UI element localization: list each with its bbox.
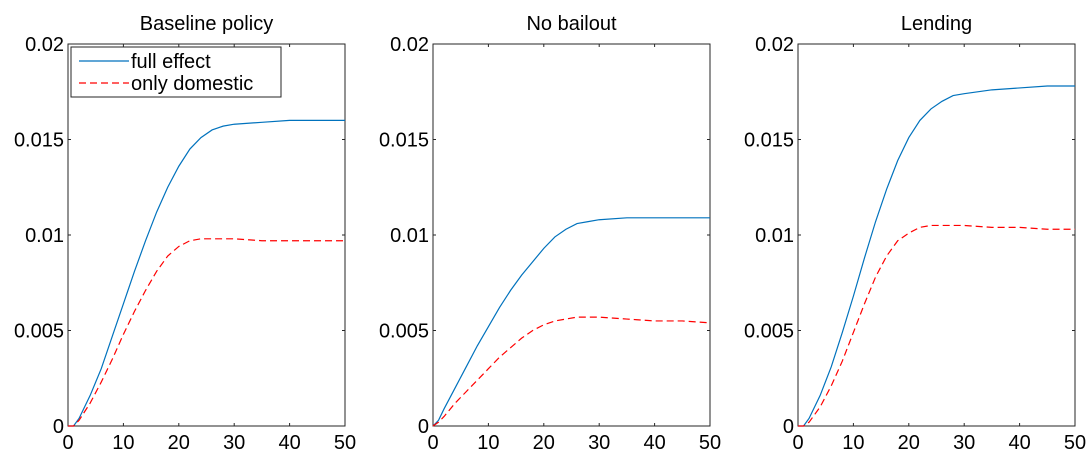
- x-tick-label: 50: [334, 432, 356, 454]
- y-tick-label: 0.01: [390, 225, 429, 247]
- x-tick-label: 20: [533, 432, 555, 454]
- plot-frame: [432, 43, 711, 427]
- y-tick-label: 0.02: [755, 34, 794, 56]
- y-tick-label: 0: [418, 416, 429, 438]
- legend-label: full effect: [131, 51, 211, 73]
- chart-title: No bailout: [526, 13, 617, 35]
- y-tick-label: 0.005: [14, 321, 64, 343]
- series-line: [68, 238, 345, 427]
- y-tick-label: 0: [783, 416, 794, 438]
- series-line: [798, 224, 1075, 427]
- x-tick-label: 40: [1008, 432, 1030, 454]
- chart-title: Baseline policy: [140, 13, 273, 35]
- series-line: [432, 217, 710, 427]
- x-tick-label: 30: [223, 432, 245, 454]
- y-tick-label: 0: [53, 416, 64, 438]
- x-tick-label: 0: [62, 432, 73, 454]
- plot-frame: [797, 43, 1076, 427]
- y-tick-label: 0.015: [379, 130, 429, 152]
- x-tick-label: 30: [953, 432, 975, 454]
- x-tick-label: 30: [588, 432, 610, 454]
- x-tick-label: 0: [792, 432, 803, 454]
- x-tick-label: 20: [898, 432, 920, 454]
- x-tick-label: 40: [278, 432, 300, 454]
- legend-box: [70, 46, 282, 98]
- chart-title: Lending: [901, 13, 972, 35]
- x-tick-label: 10: [112, 432, 134, 454]
- y-tick-label: 0.02: [25, 34, 64, 56]
- x-tick-label: 20: [168, 432, 190, 454]
- y-tick-label: 0.015: [14, 130, 64, 152]
- series-line: [798, 85, 1075, 427]
- y-tick-label: 0.005: [744, 321, 794, 343]
- y-tick-label: 0.01: [25, 225, 64, 247]
- y-tick-label: 0.015: [744, 130, 794, 152]
- x-tick-label: 40: [643, 432, 665, 454]
- y-tick-label: 0.005: [379, 321, 429, 343]
- y-tick-label: 0.01: [755, 225, 794, 247]
- plot-frame: [67, 43, 346, 427]
- legend-label: only domestic: [131, 73, 253, 95]
- series-line: [68, 119, 345, 427]
- x-tick-label: 50: [699, 432, 721, 454]
- x-tick-label: 0: [427, 432, 438, 454]
- x-tick-label: 50: [1064, 432, 1086, 454]
- x-tick-label: 10: [842, 432, 864, 454]
- series-line: [432, 316, 711, 427]
- y-tick-label: 0.02: [390, 34, 429, 56]
- x-tick-label: 10: [477, 432, 499, 454]
